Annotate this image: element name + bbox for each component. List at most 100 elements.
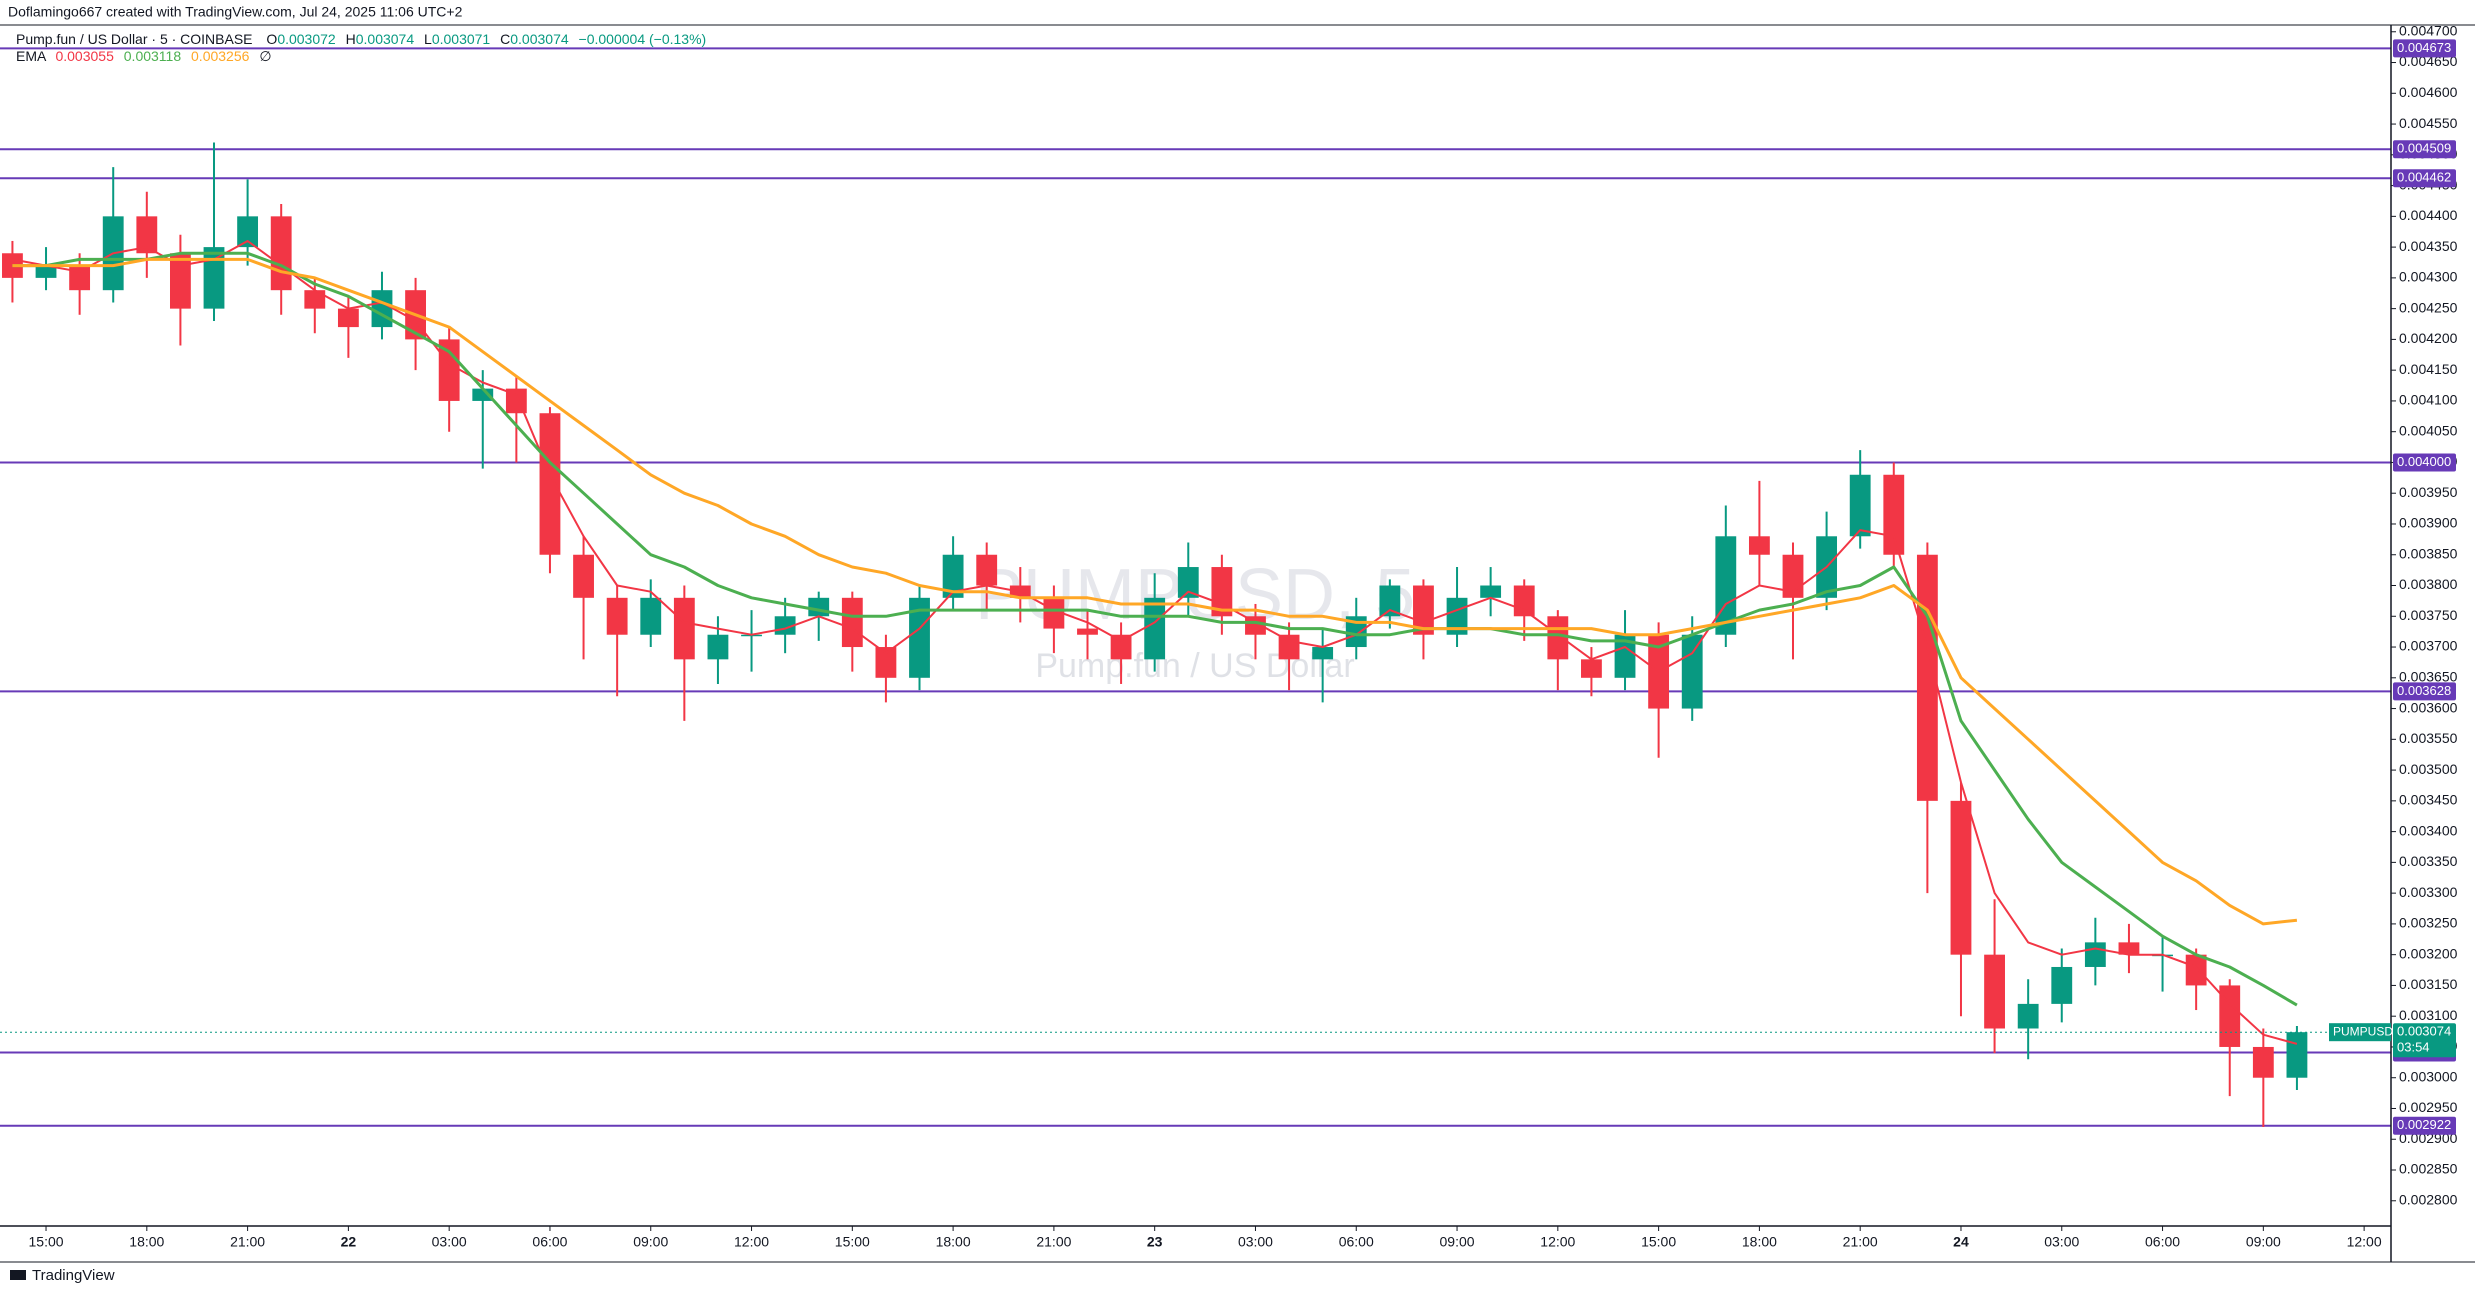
candle-body	[707, 634, 729, 660]
legend-value: 0.003074	[510, 31, 569, 47]
y-tick-label: 0.003150	[2399, 976, 2458, 992]
candle-body	[1245, 616, 1266, 635]
y-tick-label: 0.004700	[2399, 22, 2458, 38]
candle-body	[270, 216, 292, 291]
y-tick-label: 0.003100	[2399, 1007, 2458, 1023]
x-tick-label: 09:00	[633, 1234, 668, 1250]
price-tag-symbol-background	[2329, 1023, 2391, 1042]
y-tick-label: 0.004100	[2399, 392, 2458, 408]
x-tick-label: 15:00	[1641, 1234, 1676, 1250]
candle-body	[1211, 567, 1233, 617]
candle-body	[673, 597, 695, 660]
candle-body	[1379, 585, 1401, 617]
candle-body	[337, 308, 359, 328]
candle-body	[606, 597, 628, 635]
x-tick-label: 03:00	[432, 1234, 467, 1250]
candle-body	[1513, 585, 1535, 617]
candle-body	[1043, 597, 1065, 629]
y-tick-label: 0.004550	[2399, 115, 2458, 131]
x-tick-label: 24	[1953, 1234, 1969, 1250]
price-tag-value: 0.003074	[2397, 1024, 2451, 1039]
x-tick-label: 06:00	[1339, 1234, 1374, 1250]
y-tick-label: 0.004300	[2399, 269, 2458, 285]
plot-area	[0, 47, 2391, 1127]
candle-body	[1950, 800, 1972, 955]
y-tick-label: 0.002950	[2399, 1099, 2458, 1115]
y-tick-label: 0.003550	[2399, 730, 2458, 746]
brand-name: TradingView	[32, 1267, 115, 1284]
candle-body	[1547, 616, 1569, 660]
y-tick-label: 0.003800	[2399, 576, 2458, 592]
indicator-name: EMA	[16, 48, 47, 64]
level-label: 0.004462	[2397, 170, 2451, 185]
y-tick-label: 0.004350	[2399, 238, 2458, 254]
candle-body	[1614, 634, 1636, 678]
candle-body	[1312, 647, 1334, 660]
brand: TradingView	[10, 1267, 115, 1284]
candle-body	[808, 597, 830, 617]
candle-body	[1144, 597, 1166, 660]
x-tick-label: 06:00	[2145, 1234, 2180, 1250]
x-tick-label: 06:00	[532, 1234, 567, 1250]
x-tick-label: 15:00	[29, 1234, 64, 1250]
legend-change: −0.000004 (−0.13%)	[579, 31, 707, 47]
x-tick-label: 09:00	[1440, 1234, 1475, 1250]
watermark-description: Pump.fun / US Dollar	[1035, 647, 1354, 685]
candle-body	[69, 265, 91, 291]
legend-label: H	[346, 31, 356, 47]
indicator-value: 0.003055	[55, 48, 114, 64]
y-tick-label: 0.003350	[2399, 853, 2458, 869]
level-label: 0.004000	[2397, 454, 2451, 469]
candle-body	[2252, 1046, 2274, 1078]
level-label: 0.002922	[2397, 1117, 2451, 1132]
candle-body	[1345, 616, 1367, 648]
level-label-background	[2393, 169, 2456, 188]
axes: 0.0028000.0028500.0029000.0029500.003000…	[29, 22, 2458, 1249]
y-tick-label: 0.003900	[2399, 515, 2458, 531]
y-tick-label: 0.004050	[2399, 422, 2458, 438]
candle-body	[169, 253, 191, 309]
candle-body	[2084, 942, 2106, 967]
legend-value: 0.003071	[432, 31, 491, 47]
level-label-background	[2393, 1116, 2456, 1135]
level-label-background	[2393, 140, 2456, 159]
x-tick-label: 23	[1147, 1234, 1163, 1250]
candle-body	[573, 554, 594, 598]
brand-logo	[10, 1270, 26, 1280]
candle-body	[1110, 634, 1132, 660]
x-tick-label: 21:00	[1036, 1234, 1071, 1250]
candle-body	[1278, 634, 1300, 660]
candle-body	[909, 597, 930, 678]
level-label: 0.004673	[2397, 40, 2451, 55]
candle-body	[2017, 1003, 2039, 1029]
x-tick-label: 18:00	[129, 1234, 164, 1250]
y-tick-label: 0.003250	[2399, 915, 2458, 931]
legend-label: L	[424, 31, 432, 47]
candle-body	[1446, 597, 1468, 635]
candle-body	[136, 216, 158, 254]
candle-body	[841, 597, 863, 648]
candle-body	[1581, 659, 1602, 678]
candle-body	[35, 265, 57, 278]
y-tick-label: 0.003450	[2399, 792, 2458, 808]
legend-label: C	[500, 31, 510, 47]
price-tag-countdown: 03:54	[2397, 1040, 2430, 1055]
candle-body	[1916, 554, 1938, 801]
indicator-legend: EMA 0.003055 0.003118 0.003256 ∅	[16, 48, 272, 64]
x-tick-label: 12:00	[1540, 1234, 1575, 1250]
y-tick-label: 0.003600	[2399, 699, 2458, 715]
candle-body	[1077, 628, 1098, 635]
candle-body	[976, 554, 998, 586]
y-tick-label: 0.003750	[2399, 607, 2458, 623]
ema-line	[12, 251, 2298, 1007]
candle-body	[1849, 474, 1871, 537]
x-tick-label: 12:00	[2347, 1234, 2382, 1250]
y-tick-label: 0.003000	[2399, 1068, 2458, 1084]
y-tick-label: 0.003650	[2399, 669, 2458, 685]
y-tick-label: 0.003400	[2399, 822, 2458, 838]
x-tick-label: 15:00	[835, 1234, 870, 1250]
candle-body	[2286, 1032, 2308, 1078]
y-tick-label: 0.004400	[2399, 207, 2458, 223]
price-tag-background	[2393, 1023, 2456, 1058]
